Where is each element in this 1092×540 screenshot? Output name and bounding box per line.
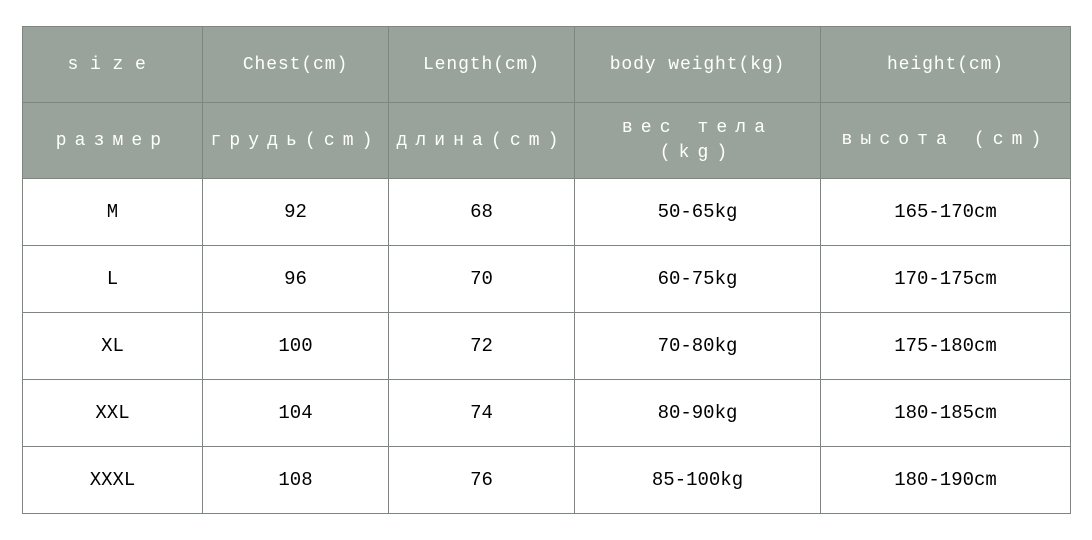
size-chart-table: size Chest(cm) Length(cm) body weight(kg…: [22, 26, 1071, 514]
header-size-ru: размер: [23, 103, 203, 179]
header-weight-ru: вес тела (kg): [575, 103, 821, 179]
cell-chest: 92: [203, 179, 389, 246]
header-length-ru: длина(cm): [389, 103, 575, 179]
header-height-ru: высота (cm): [821, 103, 1071, 179]
cell-weight: 70-80kg: [575, 313, 821, 380]
cell-length: 70: [389, 246, 575, 313]
cell-length: 72: [389, 313, 575, 380]
cell-weight: 50-65kg: [575, 179, 821, 246]
cell-chest: 96: [203, 246, 389, 313]
cell-weight: 80-90kg: [575, 380, 821, 447]
header-chest-ru: грудь(cm): [203, 103, 389, 179]
header-chest-en: Chest(cm): [203, 27, 389, 103]
cell-size: L: [23, 246, 203, 313]
header-size-en: size: [23, 27, 203, 103]
table-row: L 96 70 60-75kg 170-175cm: [23, 246, 1071, 313]
table-row: XL 100 72 70-80kg 175-180cm: [23, 313, 1071, 380]
cell-size: XL: [23, 313, 203, 380]
cell-height: 165-170cm: [821, 179, 1071, 246]
cell-weight: 85-100kg: [575, 447, 821, 514]
cell-size: XXL: [23, 380, 203, 447]
cell-size: XXXL: [23, 447, 203, 514]
header-height-en: height(cm): [821, 27, 1071, 103]
cell-height: 175-180cm: [821, 313, 1071, 380]
header-length-en: Length(cm): [389, 27, 575, 103]
header-row-en: size Chest(cm) Length(cm) body weight(kg…: [23, 27, 1071, 103]
cell-height: 170-175cm: [821, 246, 1071, 313]
cell-chest: 104: [203, 380, 389, 447]
cell-length: 68: [389, 179, 575, 246]
header-weight-en: body weight(kg): [575, 27, 821, 103]
cell-chest: 108: [203, 447, 389, 514]
size-chart-body: M 92 68 50-65kg 165-170cm L 96 70 60-75k…: [23, 179, 1071, 514]
cell-chest: 100: [203, 313, 389, 380]
table-row: XXL 104 74 80-90kg 180-185cm: [23, 380, 1071, 447]
cell-weight: 60-75kg: [575, 246, 821, 313]
table-row: XXXL 108 76 85-100kg 180-190cm: [23, 447, 1071, 514]
cell-length: 74: [389, 380, 575, 447]
size-chart-header: size Chest(cm) Length(cm) body weight(kg…: [23, 27, 1071, 179]
cell-length: 76: [389, 447, 575, 514]
cell-size: M: [23, 179, 203, 246]
cell-height: 180-190cm: [821, 447, 1071, 514]
size-chart-container: size Chest(cm) Length(cm) body weight(kg…: [22, 26, 1070, 514]
cell-height: 180-185cm: [821, 380, 1071, 447]
header-row-ru: размер грудь(cm) длина(cm) вес тела (kg)…: [23, 103, 1071, 179]
table-row: M 92 68 50-65kg 165-170cm: [23, 179, 1071, 246]
